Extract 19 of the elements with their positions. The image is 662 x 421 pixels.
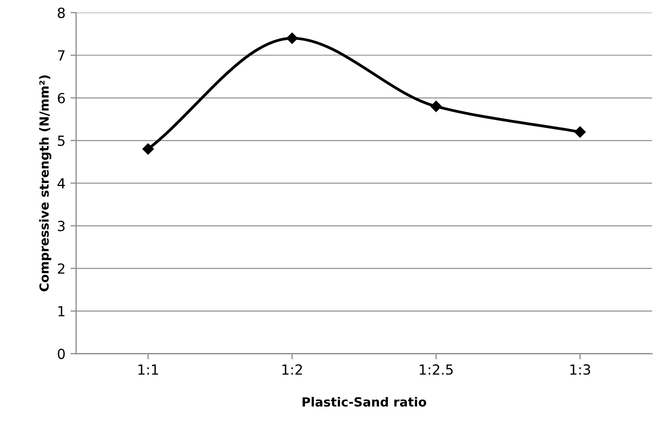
x-tick-label: 1:2 [282, 364, 302, 375]
y-tick-label: 4 [58, 178, 65, 188]
y-tick-label: 2 [58, 263, 64, 274]
y-axis-title: Compressive strength (N/mm²) [39, 75, 52, 292]
point [430, 100, 442, 112]
y-tick-label: 5 [58, 136, 64, 146]
point [286, 32, 298, 44]
y-tick-label: 7 [58, 50, 65, 61]
y-tick-label: 6 [58, 92, 65, 104]
point [142, 143, 154, 155]
y-tick-label: 3 [58, 220, 65, 232]
x-tick-label: 1:2.5 [420, 364, 453, 375]
y-tick-label: 8 [58, 8, 65, 18]
y-tick-label: 0 [58, 348, 65, 360]
y-tick-label: 1 [58, 306, 64, 316]
x-tick-label: 1:1 [138, 364, 158, 375]
point [574, 126, 586, 138]
x-tick-label: 1:3 [570, 364, 590, 375]
x-axis-title: Plastic-Sand ratio [302, 396, 426, 407]
